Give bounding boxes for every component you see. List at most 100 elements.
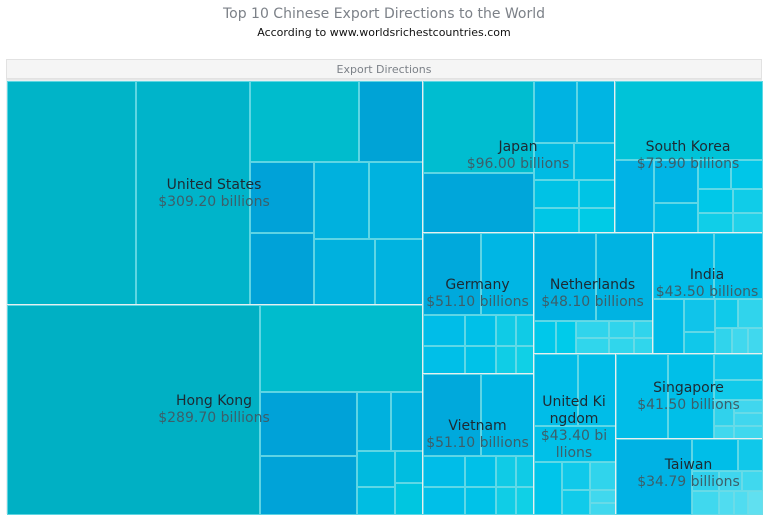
treemap-subnode[interactable] bbox=[714, 354, 763, 380]
treemap-subnode[interactable] bbox=[616, 354, 668, 439]
treemap-subnode[interactable] bbox=[654, 160, 698, 203]
treemap-subnode[interactable] bbox=[634, 338, 653, 354]
treemap-subnode[interactable] bbox=[734, 413, 763, 426]
treemap-subnode[interactable] bbox=[423, 233, 481, 315]
treemap-node-united-states[interactable]: United States $309.20 billions bbox=[6, 80, 423, 305]
treemap-subnode[interactable] bbox=[556, 321, 576, 354]
treemap-subnode[interactable] bbox=[684, 299, 715, 332]
treemap-subnode[interactable] bbox=[7, 81, 136, 305]
treemap-subnode[interactable] bbox=[698, 213, 733, 233]
treemap-subnode[interactable] bbox=[534, 81, 577, 143]
treemap-node-united-kingdom[interactable]: United Ki ngdom $43.40 bi llions bbox=[533, 353, 616, 515]
treemap-subnode[interactable] bbox=[496, 346, 516, 374]
treemap-subnode[interactable] bbox=[534, 462, 562, 515]
treemap-subnode[interactable] bbox=[579, 180, 615, 208]
treemap-subnode[interactable] bbox=[732, 328, 748, 354]
treemap-subnode[interactable] bbox=[596, 233, 653, 321]
treemap-subnode[interactable] bbox=[314, 239, 375, 305]
treemap-subnode[interactable] bbox=[562, 462, 590, 490]
treemap-subnode[interactable] bbox=[534, 143, 574, 180]
treemap-subnode[interactable] bbox=[359, 81, 423, 162]
treemap-node-taiwan[interactable]: Taiwan $34.79 billions bbox=[615, 438, 763, 515]
treemap-subnode[interactable] bbox=[260, 305, 423, 392]
treemap-subnode[interactable] bbox=[734, 491, 748, 515]
treemap-subnode[interactable] bbox=[423, 374, 481, 456]
treemap-subnode[interactable] bbox=[534, 321, 556, 354]
treemap-subnode[interactable] bbox=[562, 490, 590, 515]
treemap-subnode[interactable] bbox=[465, 456, 496, 487]
treemap-subnode[interactable] bbox=[715, 328, 732, 354]
treemap-subnode[interactable] bbox=[423, 81, 534, 173]
treemap-subnode[interactable] bbox=[357, 392, 391, 451]
treemap-subnode[interactable] bbox=[423, 173, 534, 233]
treemap-subnode[interactable] bbox=[516, 346, 534, 374]
treemap-subnode[interactable] bbox=[733, 213, 763, 233]
treemap-subnode[interactable] bbox=[516, 315, 534, 346]
treemap-subnode[interactable] bbox=[748, 491, 763, 515]
treemap-subnode[interactable] bbox=[590, 462, 616, 490]
treemap-subnode[interactable] bbox=[714, 233, 763, 299]
treemap-subnode[interactable] bbox=[534, 208, 579, 233]
treemap-subnode[interactable] bbox=[574, 143, 615, 180]
treemap-subnode[interactable] bbox=[714, 400, 734, 426]
treemap-subnode[interactable] bbox=[516, 487, 534, 515]
treemap-subnode[interactable] bbox=[590, 503, 616, 515]
treemap-node-singapore[interactable]: Singapore $41.50 billions bbox=[615, 353, 763, 439]
treemap-subnode[interactable] bbox=[692, 471, 719, 491]
treemap-subnode[interactable] bbox=[738, 299, 763, 328]
treemap-subnode[interactable] bbox=[698, 189, 733, 213]
treemap-subnode[interactable] bbox=[654, 203, 698, 233]
treemap-subnode[interactable] bbox=[250, 233, 314, 305]
treemap-subnode[interactable] bbox=[423, 456, 465, 487]
treemap-subnode[interactable] bbox=[590, 490, 616, 503]
treemap-subnode[interactable] bbox=[579, 208, 615, 233]
treemap-subnode[interactable] bbox=[738, 439, 763, 471]
treemap-node-hong-kong[interactable]: Hong Kong $289.70 billions bbox=[6, 304, 423, 515]
treemap-subnode[interactable] bbox=[357, 487, 395, 515]
treemap-subnode[interactable] bbox=[357, 451, 395, 487]
treemap-subnode[interactable] bbox=[465, 346, 496, 374]
treemap-subnode[interactable] bbox=[715, 299, 738, 328]
treemap-subnode[interactable] bbox=[395, 483, 423, 515]
treemap-subnode[interactable] bbox=[250, 81, 359, 162]
treemap-subnode[interactable] bbox=[250, 162, 314, 233]
treemap-subnode[interactable] bbox=[742, 471, 763, 491]
treemap-subnode[interactable] bbox=[684, 332, 715, 354]
treemap-node-india[interactable]: India $43.50 billions bbox=[652, 232, 763, 354]
treemap-subnode[interactable] bbox=[576, 321, 609, 338]
treemap-node-south-korea[interactable]: South Korea $73.90 billions bbox=[614, 80, 763, 233]
treemap-subnode[interactable] bbox=[496, 315, 516, 346]
treemap-subnode[interactable] bbox=[653, 299, 684, 354]
treemap-subnode[interactable] bbox=[534, 354, 578, 426]
treemap-subnode[interactable] bbox=[369, 162, 423, 239]
treemap-root-header[interactable]: Export Directions bbox=[6, 59, 762, 79]
treemap-subnode[interactable] bbox=[496, 487, 516, 515]
treemap-subnode[interactable] bbox=[534, 426, 616, 462]
treemap-subnode[interactable] bbox=[653, 233, 714, 299]
treemap-subnode[interactable] bbox=[375, 239, 423, 305]
treemap-node-germany[interactable]: Germany $51.10 billions bbox=[422, 232, 534, 374]
treemap-subnode[interactable] bbox=[391, 392, 423, 451]
treemap-subnode[interactable] bbox=[465, 315, 496, 346]
treemap-subnode[interactable] bbox=[714, 380, 763, 400]
treemap-subnode[interactable] bbox=[534, 180, 579, 208]
treemap-subnode[interactable] bbox=[615, 160, 654, 233]
treemap-subnode[interactable] bbox=[136, 81, 250, 305]
treemap-subnode[interactable] bbox=[7, 305, 260, 515]
treemap-subnode[interactable] bbox=[692, 439, 738, 471]
treemap-subnode[interactable] bbox=[615, 81, 763, 160]
treemap-subnode[interactable] bbox=[731, 160, 763, 189]
treemap-subnode[interactable] bbox=[698, 160, 731, 189]
treemap-node-japan[interactable]: Japan $96.00 billions bbox=[422, 80, 615, 233]
treemap-subnode[interactable] bbox=[634, 321, 653, 338]
treemap-subnode[interactable] bbox=[616, 439, 692, 515]
treemap-subnode[interactable] bbox=[733, 189, 763, 213]
treemap-subnode[interactable] bbox=[748, 328, 763, 354]
treemap-subnode[interactable] bbox=[719, 471, 742, 491]
treemap-subnode[interactable] bbox=[423, 487, 465, 515]
treemap-subnode[interactable] bbox=[260, 456, 357, 515]
treemap-subnode[interactable] bbox=[260, 392, 357, 456]
treemap-subnode[interactable] bbox=[481, 233, 534, 315]
treemap-subnode[interactable] bbox=[719, 491, 734, 515]
treemap-subnode[interactable] bbox=[577, 81, 615, 143]
